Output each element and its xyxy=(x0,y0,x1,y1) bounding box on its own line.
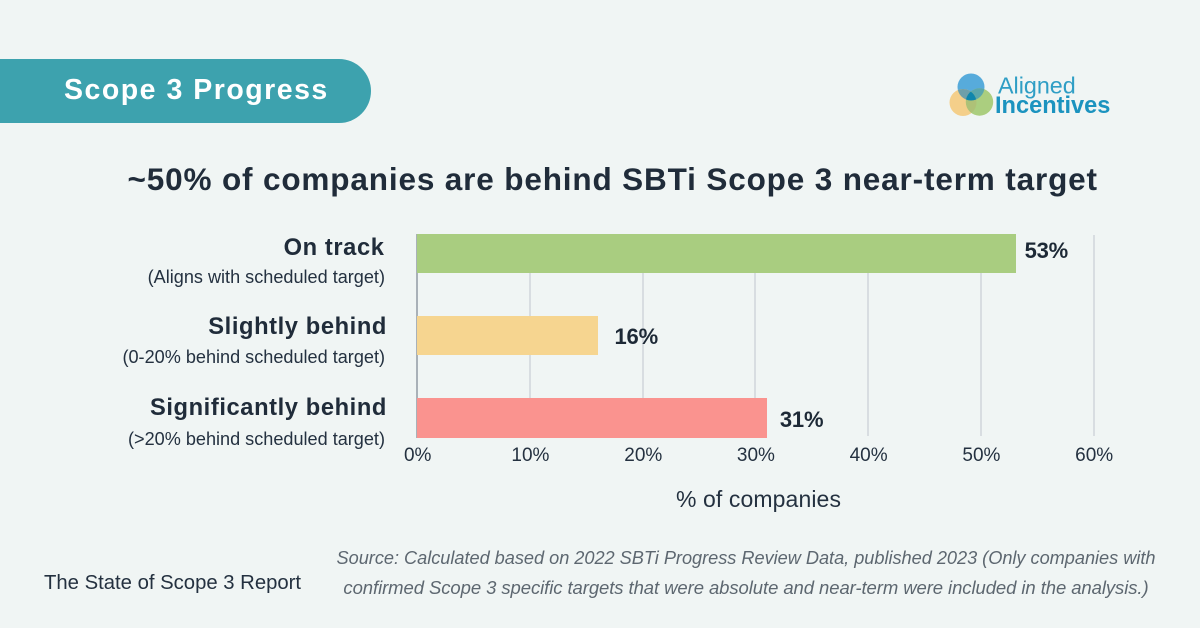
svg-text:Incentives: Incentives xyxy=(995,93,1110,119)
svg-text:Aligned: Aligned xyxy=(998,73,1076,99)
